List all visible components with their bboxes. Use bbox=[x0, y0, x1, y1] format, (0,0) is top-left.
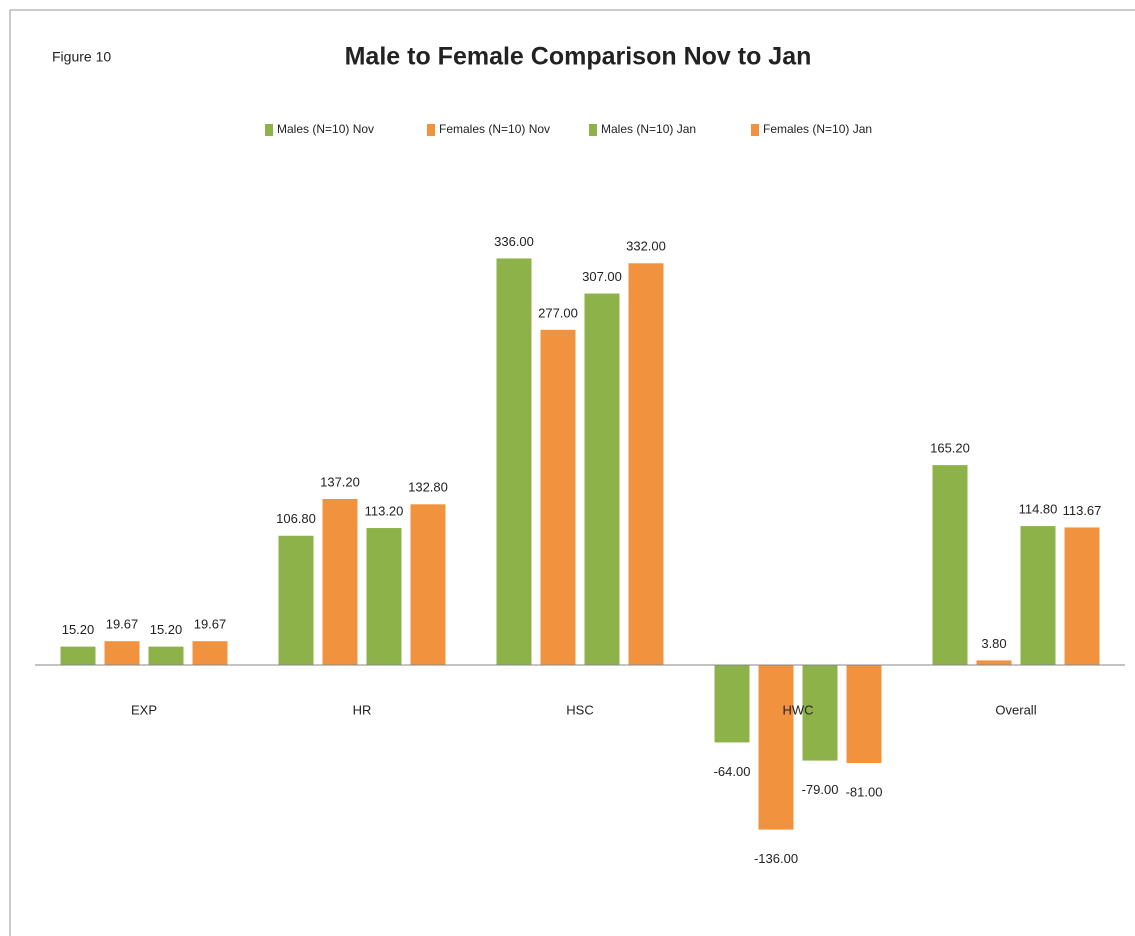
value-label: 336.00 bbox=[494, 234, 534, 249]
legend-label: Females (N=10) Jan bbox=[763, 122, 872, 136]
value-label: 132.80 bbox=[408, 480, 448, 495]
bar bbox=[1064, 527, 1100, 665]
bar bbox=[60, 646, 96, 665]
value-label: -64.00 bbox=[714, 764, 751, 779]
value-label: 106.80 bbox=[276, 511, 316, 526]
value-label: -81.00 bbox=[846, 784, 883, 799]
value-label: 15.20 bbox=[62, 622, 95, 637]
value-label: 165.20 bbox=[930, 441, 970, 456]
value-label: 3.80 bbox=[981, 636, 1006, 651]
x-tick-label: EXP bbox=[131, 702, 157, 717]
legend-swatch bbox=[427, 124, 435, 136]
value-label: -79.00 bbox=[802, 782, 839, 797]
bar bbox=[410, 504, 446, 665]
bar bbox=[148, 646, 184, 665]
bar bbox=[758, 665, 794, 830]
bar bbox=[540, 329, 576, 665]
bar bbox=[976, 660, 1012, 665]
bar bbox=[278, 535, 314, 665]
bar bbox=[802, 665, 838, 761]
bar bbox=[496, 258, 532, 665]
value-label: 307.00 bbox=[582, 269, 622, 284]
value-label: 114.80 bbox=[1019, 502, 1058, 517]
value-label: 19.67 bbox=[106, 617, 139, 632]
bar bbox=[932, 465, 968, 665]
chart-title: Male to Female Comparison Nov to Jan bbox=[345, 43, 812, 71]
legend-swatch bbox=[265, 124, 273, 136]
value-label: -136.00 bbox=[754, 851, 798, 866]
figure-label: Figure 10 bbox=[52, 49, 111, 65]
bar bbox=[322, 498, 358, 665]
bar bbox=[366, 528, 402, 665]
bar bbox=[846, 665, 882, 764]
bar bbox=[714, 665, 750, 743]
value-label: 332.00 bbox=[626, 239, 666, 254]
bar bbox=[192, 641, 228, 665]
value-label: 113.67 bbox=[1063, 503, 1102, 518]
x-tick-label: Overall bbox=[995, 702, 1036, 717]
value-label: 19.67 bbox=[194, 617, 227, 632]
legend-swatch bbox=[589, 124, 597, 136]
x-tick-label: HR bbox=[353, 702, 372, 717]
value-label: 113.20 bbox=[365, 503, 404, 518]
bar bbox=[104, 641, 140, 665]
legend-label: Females (N=10) Nov bbox=[439, 122, 550, 136]
legend-label: Males (N=10) Nov bbox=[277, 122, 374, 136]
legend-label: Males (N=10) Jan bbox=[601, 122, 696, 136]
value-label: 137.20 bbox=[320, 474, 360, 489]
x-tick-label: HSC bbox=[566, 702, 593, 717]
bar bbox=[584, 293, 620, 665]
value-label: 15.20 bbox=[150, 622, 183, 637]
value-label: 277.00 bbox=[538, 305, 578, 320]
bar bbox=[1020, 526, 1056, 665]
bar bbox=[628, 263, 664, 665]
legend-swatch bbox=[751, 124, 759, 136]
x-tick-label: HWC bbox=[782, 702, 813, 717]
